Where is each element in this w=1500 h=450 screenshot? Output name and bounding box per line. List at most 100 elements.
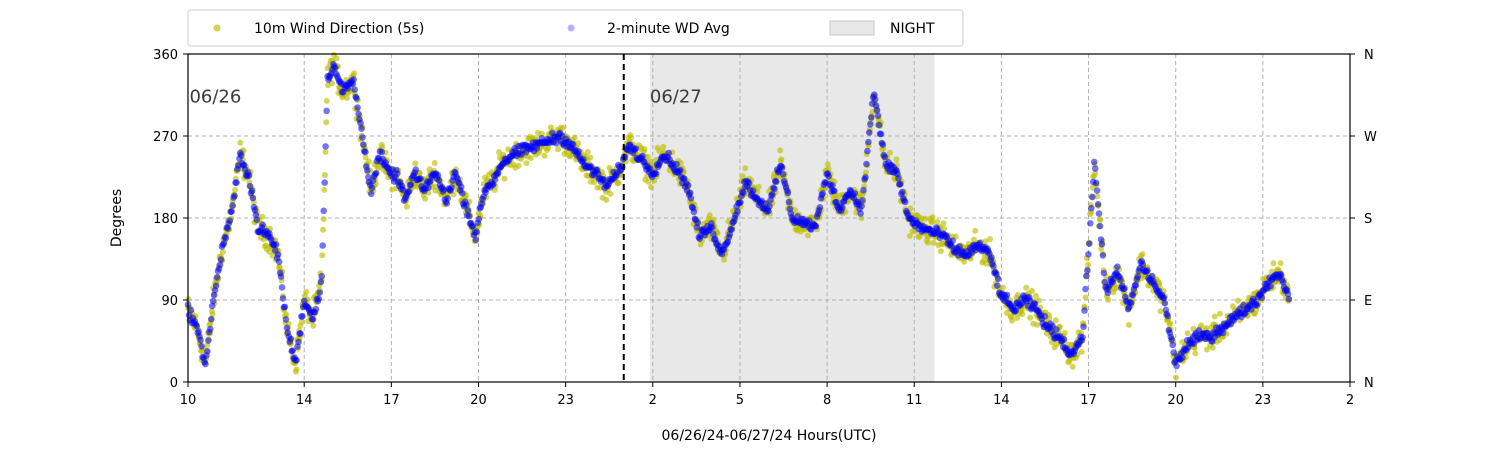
data-point	[1023, 284, 1030, 291]
data-point	[220, 240, 228, 247]
data-point	[425, 184, 432, 192]
data-point	[1041, 313, 1049, 320]
right-tick-label: N	[1364, 48, 1374, 63]
data-point	[1173, 374, 1179, 381]
data-point	[639, 152, 646, 160]
data-point	[868, 114, 875, 121]
data-point	[1031, 300, 1039, 308]
data-point	[444, 195, 452, 202]
data-point	[1235, 297, 1241, 304]
data-point	[322, 143, 329, 150]
data-point	[1267, 282, 1274, 290]
data-point	[1092, 179, 1100, 187]
data-point	[359, 134, 366, 141]
data-point	[1164, 312, 1172, 320]
data-point	[1052, 317, 1059, 324]
data-point	[895, 175, 902, 182]
data-point	[278, 284, 286, 291]
data-point	[1216, 310, 1223, 317]
data-point	[378, 148, 386, 156]
data-point	[353, 95, 360, 102]
data-point	[988, 254, 995, 261]
data-point	[210, 291, 218, 299]
y-tick-label: 270	[153, 130, 178, 145]
data-point	[990, 262, 997, 270]
data-point	[863, 160, 870, 168]
data-point	[405, 188, 413, 195]
data-point	[937, 248, 944, 255]
data-point	[1084, 267, 1091, 274]
data-point	[874, 112, 882, 119]
y-tick-label: 0	[170, 376, 178, 391]
data-point	[1168, 336, 1175, 343]
data-point	[1096, 222, 1104, 230]
data-point	[560, 124, 567, 131]
data-point	[873, 107, 881, 114]
data-point	[580, 156, 587, 163]
data-point	[1132, 281, 1140, 289]
data-point	[838, 204, 846, 211]
data-point	[473, 228, 481, 236]
data-point	[684, 182, 692, 189]
data-point	[299, 313, 306, 320]
data-point	[694, 219, 702, 227]
data-point	[321, 186, 328, 193]
data-point	[1087, 220, 1094, 227]
data-point	[1104, 289, 1112, 297]
legend-marker-wind-direction	[213, 24, 221, 32]
data-point	[297, 330, 304, 337]
data-point	[351, 70, 357, 77]
data-point	[357, 119, 364, 127]
data-point	[706, 212, 713, 219]
data-point	[272, 241, 280, 248]
data-point	[665, 149, 672, 157]
data-point	[999, 284, 1006, 291]
data-point	[282, 316, 290, 323]
data-point	[417, 175, 424, 182]
data-point	[881, 153, 889, 161]
data-point	[1144, 267, 1151, 274]
data-point	[462, 201, 470, 208]
data-point	[515, 162, 522, 169]
data-point	[587, 154, 594, 161]
data-point	[232, 186, 239, 193]
data-point	[742, 165, 749, 172]
data-point	[320, 207, 328, 215]
data-point	[403, 203, 410, 210]
right-tick-label: N	[1364, 376, 1374, 391]
data-point	[465, 212, 473, 220]
data-point	[320, 226, 326, 233]
data-point	[710, 230, 717, 238]
data-point	[333, 55, 340, 62]
data-point	[1069, 363, 1076, 370]
data-point	[351, 86, 359, 93]
data-point	[899, 188, 906, 196]
data-point	[365, 158, 372, 165]
data-point	[231, 192, 238, 200]
data-point	[949, 237, 956, 244]
data-point	[1204, 346, 1210, 353]
data-point	[641, 145, 648, 152]
data-point	[785, 198, 793, 206]
data-point	[1179, 354, 1186, 361]
x-tick-label: 23	[557, 393, 574, 408]
data-point	[224, 225, 231, 232]
data-point	[864, 147, 871, 155]
legend-marker-wd-avg	[567, 24, 575, 32]
data-point	[394, 170, 401, 177]
data-point	[1080, 323, 1087, 331]
data-point	[879, 141, 887, 148]
data-point	[575, 148, 582, 155]
data-point	[533, 145, 541, 152]
data-point	[690, 208, 698, 216]
data-point	[972, 227, 979, 234]
data-point	[829, 182, 836, 189]
data-point	[784, 189, 792, 197]
data-point	[245, 172, 253, 179]
data-point	[1079, 334, 1086, 341]
data-point	[216, 261, 224, 269]
data-point	[1088, 204, 1095, 212]
legend-label-wd-avg: 2-minute WD Avg	[607, 21, 730, 37]
y-tick-label: 90	[161, 294, 178, 309]
data-point	[858, 215, 865, 222]
